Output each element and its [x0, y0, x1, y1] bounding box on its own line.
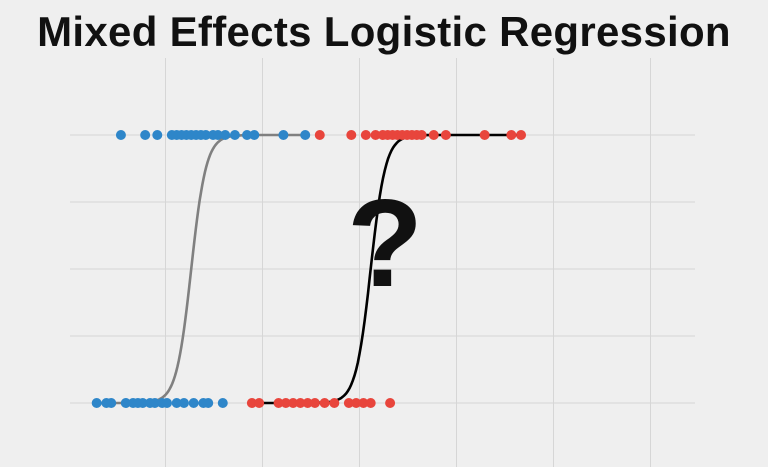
chart-title: Mixed Effects Logistic Regression — [37, 8, 731, 55]
data-point-series2-y1 — [479, 130, 490, 140]
data-point-series1-y0 — [162, 398, 172, 408]
data-point-series2-y0 — [329, 398, 340, 408]
data-point-series2-y0 — [365, 398, 376, 408]
data-point-series1-y0 — [106, 398, 117, 408]
data-point-series1-y1 — [220, 130, 231, 140]
data-point-series1-y0 — [149, 398, 160, 408]
data-point-series1-y1 — [115, 130, 126, 140]
data-point-series1-y1 — [140, 130, 151, 140]
data-point-series2-y0 — [319, 398, 330, 408]
data-point-series2-y1 — [516, 130, 527, 140]
data-point-series1-y0 — [120, 398, 131, 408]
data-point-series1-y1 — [200, 130, 211, 140]
question-mark-annotation: ? — [347, 175, 423, 313]
data-point-series2-y1 — [428, 130, 439, 140]
data-point-series1-y0 — [178, 398, 189, 408]
data-point-series2-y0 — [385, 398, 396, 408]
data-point-series2-y1 — [440, 130, 451, 140]
data-point-series2-y0 — [295, 398, 306, 408]
data-point-series2-y1 — [360, 130, 371, 140]
data-point-series2-y0 — [280, 398, 291, 408]
data-point-series1-y1 — [249, 130, 260, 140]
data-point-series1-y0 — [91, 398, 102, 408]
data-points — [91, 130, 527, 408]
data-point-series2-y0 — [358, 398, 369, 408]
data-point-series1-y0 — [137, 398, 148, 408]
data-point-series2-y1 — [314, 130, 325, 140]
data-point-series1-y1 — [300, 130, 311, 140]
data-point-series1-y0 — [217, 398, 228, 408]
data-point-series2-y1 — [416, 130, 427, 140]
data-point-series1-y0 — [203, 398, 214, 408]
data-point-series1-y0 — [171, 398, 182, 408]
data-point-series1-y1 — [152, 130, 163, 140]
data-point-series2-y0 — [246, 398, 257, 408]
data-point-series2-y0 — [254, 398, 265, 408]
data-point-series2-y0 — [302, 398, 313, 408]
data-point-series2-y1 — [346, 130, 357, 140]
data-point-series2-y0 — [288, 398, 299, 408]
data-point-series2-y0 — [343, 398, 354, 408]
data-point-series1-y0 — [188, 398, 199, 408]
data-point-series1-y1 — [242, 130, 253, 140]
data-point-series2-y1 — [370, 130, 381, 140]
data-point-series1-y1 — [278, 130, 289, 140]
data-point-series2-y0 — [351, 398, 362, 408]
data-point-series2-y1 — [506, 130, 517, 140]
data-point-series2-y0 — [309, 398, 320, 408]
data-point-series1-y1 — [229, 130, 240, 140]
data-point-series1-y1 — [212, 130, 223, 140]
data-point-series2-y0 — [273, 398, 284, 408]
